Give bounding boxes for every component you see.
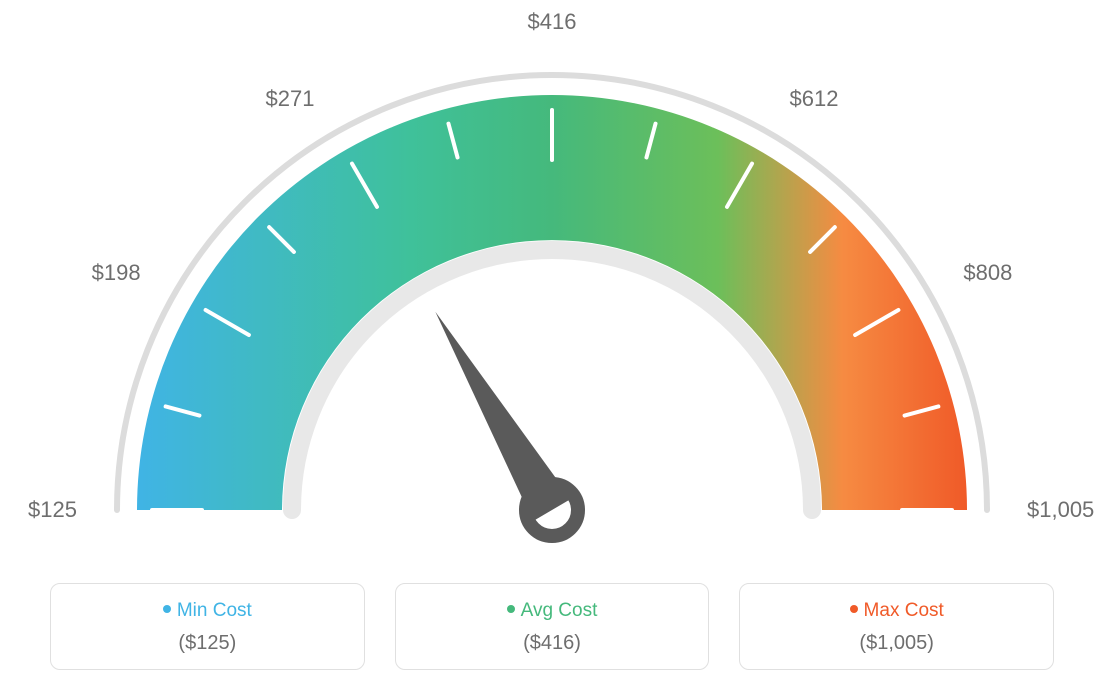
scale-label: $125 bbox=[28, 497, 77, 523]
legend-max-value: ($1,005) bbox=[750, 632, 1043, 655]
scale-label: $416 bbox=[528, 9, 577, 35]
legend-title-max: Max Cost bbox=[750, 600, 1043, 622]
gauge-chart: $125 $198 $271 $416 $612 $808 $1,005 bbox=[0, 0, 1104, 560]
legend-avg-value: ($416) bbox=[406, 632, 699, 655]
dot-icon bbox=[163, 605, 171, 613]
legend-max-label: Max Cost bbox=[864, 600, 944, 621]
legend-min-value: ($125) bbox=[61, 632, 354, 655]
legend-row: Min Cost ($125) Avg Cost ($416) Max Cost… bbox=[0, 583, 1104, 670]
legend-title-avg: Avg Cost bbox=[406, 600, 699, 622]
legend-card-max: Max Cost ($1,005) bbox=[739, 583, 1054, 670]
scale-label: $808 bbox=[963, 260, 1012, 286]
gauge-svg bbox=[52, 40, 1052, 570]
dot-icon bbox=[850, 605, 858, 613]
legend-card-avg: Avg Cost ($416) bbox=[395, 583, 710, 670]
scale-label: $612 bbox=[790, 86, 839, 112]
scale-label: $198 bbox=[92, 260, 141, 286]
scale-label: $1,005 bbox=[1027, 497, 1094, 523]
legend-avg-label: Avg Cost bbox=[521, 600, 598, 621]
scale-label: $271 bbox=[266, 86, 315, 112]
legend-title-min: Min Cost bbox=[61, 600, 354, 622]
legend-min-label: Min Cost bbox=[177, 600, 252, 621]
legend-card-min: Min Cost ($125) bbox=[50, 583, 365, 670]
dot-icon bbox=[507, 605, 515, 613]
